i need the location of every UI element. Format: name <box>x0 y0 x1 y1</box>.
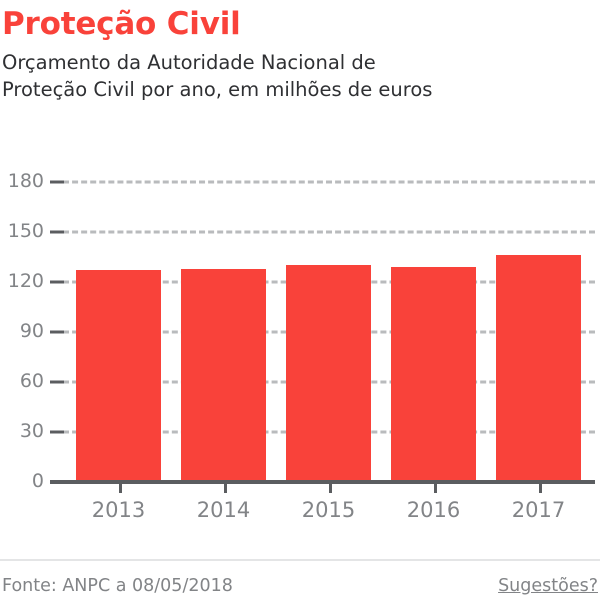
y-tick-mark-150 <box>50 230 64 234</box>
chart-footer: Fonte: ANPC a 08/05/2018 Sugestões? <box>0 568 600 612</box>
y-tick-mark-30 <box>50 430 64 434</box>
y-tick-label-150: 150 <box>7 220 44 242</box>
x-tick-label-2015: 2015 <box>301 498 356 522</box>
y-tick-mark-120 <box>50 280 64 284</box>
gridline-150 <box>63 230 595 234</box>
x-tick-mark-2015 <box>328 482 332 493</box>
y-tick-mark-180 <box>50 180 64 184</box>
x-tick-label-2014: 2014 <box>196 498 251 522</box>
y-tick-label-0: 0 <box>31 470 44 492</box>
suggestions-link[interactable]: Sugestões? <box>498 576 598 596</box>
x-tick-mark-2014 <box>223 482 227 493</box>
bar-2015[interactable] <box>286 265 371 482</box>
bar-2014[interactable] <box>181 268 266 482</box>
y-tick-mark-90 <box>50 330 64 334</box>
chart-subtitle: Orçamento da Autoridade Nacional de Prot… <box>0 44 522 103</box>
x-tick-label-2016: 2016 <box>406 498 461 522</box>
x-tick-label-2017: 2017 <box>511 498 566 522</box>
source-label: Fonte: ANPC a 08/05/2018 <box>2 576 233 596</box>
bar-2017[interactable] <box>496 255 581 482</box>
bar-series <box>76 255 581 482</box>
y-tick-label-30: 30 <box>19 420 44 442</box>
chart-subtitle-line-1: Orçamento da Autoridade Nacional de <box>2 51 376 74</box>
bar-chart-plot-area: 0 30 60 90 120 150 180 2013 2014 2015 2016 2017 <box>7 170 595 522</box>
footer-divider <box>0 559 600 561</box>
x-tick-mark-2016 <box>433 482 437 493</box>
y-tick-label-120: 120 <box>7 270 44 292</box>
x-tick-mark-2013 <box>118 482 122 493</box>
chart-header: Proteção Civil Orçamento da Autoridade N… <box>0 0 600 103</box>
page-title: Proteção Civil <box>2 6 241 42</box>
chart-subtitle-line-2: Proteção Civil por ano, em milhões de eu… <box>2 78 433 101</box>
bar-2016[interactable] <box>391 267 476 482</box>
x-axis-line <box>50 480 595 484</box>
y-tick-mark-60 <box>50 380 64 384</box>
gridline-180 <box>63 180 595 184</box>
x-tick-label-2013: 2013 <box>91 498 146 522</box>
y-tick-label-90: 90 <box>19 320 44 342</box>
y-tick-label-180: 180 <box>7 170 44 192</box>
x-tick-mark-2017 <box>538 482 542 493</box>
bar-2013[interactable] <box>76 270 161 482</box>
y-tick-label-60: 60 <box>19 370 44 392</box>
